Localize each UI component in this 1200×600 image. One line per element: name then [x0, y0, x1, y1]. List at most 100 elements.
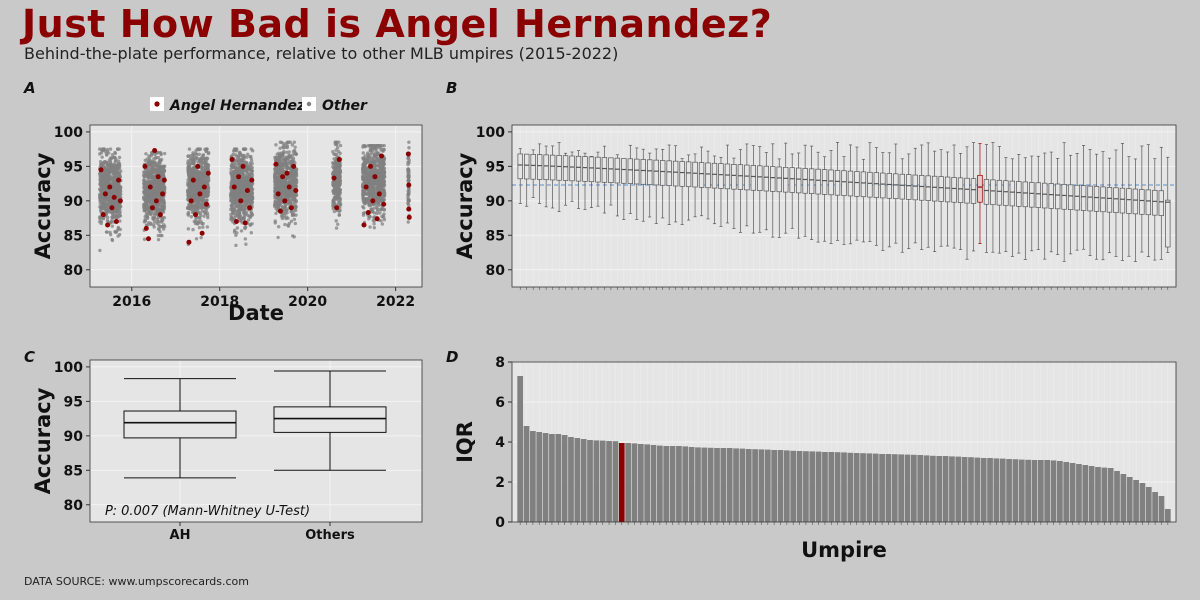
other-point	[374, 187, 379, 192]
other-point	[195, 152, 199, 157]
panel-a-border	[89, 124, 423, 288]
other-point	[198, 174, 203, 179]
other-point	[203, 160, 207, 165]
angel-hernandez-point	[155, 174, 161, 180]
angel-hernandez-point	[280, 174, 286, 180]
other-point	[248, 183, 252, 188]
other-point	[331, 184, 336, 188]
other-point	[98, 205, 102, 209]
panel-a-y-tick-label: 85	[64, 228, 83, 244]
other-point	[238, 204, 243, 209]
other-point	[153, 180, 157, 184]
other-point	[102, 196, 107, 200]
panel-label-d: D	[446, 348, 458, 366]
other-point	[235, 226, 240, 230]
other-point	[205, 164, 209, 169]
angel-hernandez-point	[236, 174, 242, 180]
other-point	[200, 163, 204, 167]
other-point	[234, 243, 238, 248]
other-point	[98, 159, 103, 164]
other-point	[142, 170, 146, 174]
other-point	[372, 226, 377, 230]
other-point	[190, 173, 194, 177]
other-point	[291, 193, 295, 198]
other-point	[374, 196, 379, 201]
other-point	[104, 161, 108, 165]
other-point	[109, 220, 113, 224]
angel-hernandez-point	[229, 156, 235, 162]
other-point	[361, 189, 365, 194]
other-point	[115, 201, 119, 205]
other-point	[202, 214, 206, 218]
umpire-box	[543, 154, 549, 181]
other-point	[336, 186, 341, 191]
other-point	[188, 187, 192, 191]
other-point	[109, 165, 113, 170]
angel-hernandez-point	[381, 201, 387, 207]
other-point	[244, 155, 249, 159]
other-point	[158, 180, 163, 185]
other-point	[294, 173, 298, 177]
other-point	[236, 190, 240, 195]
angel-hernandez-point	[153, 198, 159, 204]
other-point	[100, 174, 104, 178]
panel-a-y-axis-label: Accuracy	[31, 152, 55, 259]
other-point	[382, 194, 387, 198]
other-point	[332, 179, 336, 184]
other-point	[231, 211, 235, 216]
other-point	[374, 144, 378, 148]
other-point	[150, 165, 154, 170]
other-point	[103, 167, 108, 171]
other-point	[361, 162, 366, 166]
other-point	[287, 188, 292, 193]
other-point	[160, 220, 164, 224]
other-point	[105, 153, 109, 157]
other-point	[156, 169, 161, 174]
other-point	[145, 190, 150, 194]
other-point	[248, 222, 252, 226]
other-point	[407, 140, 411, 144]
other-point	[382, 179, 387, 183]
other-point	[201, 153, 205, 157]
angel-hernandez-point	[190, 177, 196, 183]
other-point	[290, 143, 295, 147]
other-point	[237, 162, 241, 167]
other-point	[277, 187, 282, 191]
other-point	[202, 205, 206, 210]
other-point	[118, 219, 122, 223]
other-point	[189, 167, 193, 172]
other-point	[290, 234, 295, 238]
other-point	[242, 204, 246, 209]
other-point	[229, 196, 234, 200]
other-point	[335, 168, 340, 173]
other-point	[146, 208, 150, 212]
angel-hernandez-point	[293, 187, 299, 193]
other-point	[283, 156, 288, 161]
angel-hernandez-point	[238, 198, 244, 204]
other-point	[188, 207, 193, 211]
other-point	[249, 147, 254, 151]
other-point	[119, 169, 123, 173]
other-point	[363, 176, 367, 180]
angel-hernandez-point	[161, 177, 167, 183]
other-point	[406, 197, 411, 201]
other-point	[117, 155, 122, 160]
other-point	[152, 217, 156, 221]
other-point	[293, 221, 298, 226]
other-point	[288, 179, 292, 184]
other-point	[195, 188, 199, 192]
umpire-box	[524, 153, 530, 180]
other-point	[158, 197, 163, 201]
other-point	[382, 174, 387, 179]
other-point	[231, 209, 235, 213]
other-point	[289, 174, 293, 179]
other-point	[142, 237, 147, 241]
other-point	[110, 153, 115, 157]
other-point	[144, 193, 148, 197]
panel-a-y-tick-label: 80	[64, 263, 84, 279]
other-point	[146, 220, 151, 225]
other-point	[379, 219, 383, 223]
panel-a-x-tick-label: 2022	[376, 294, 415, 310]
angel-hernandez-point	[142, 163, 148, 169]
other-point	[155, 182, 160, 186]
